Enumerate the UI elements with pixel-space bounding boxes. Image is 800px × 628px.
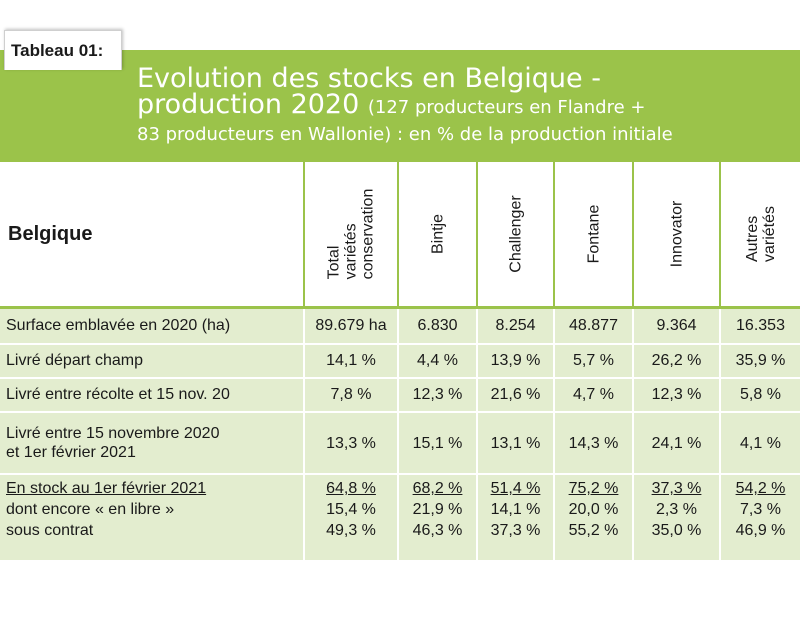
cell: 54,2 % 7,3 % 46,9 % bbox=[720, 474, 800, 562]
header-corner: Belgique bbox=[0, 162, 305, 309]
cell: 37,3 % 2,3 % 35,0 % bbox=[633, 474, 721, 562]
cell: 14,1 % bbox=[304, 344, 399, 379]
cell: 12,3 % bbox=[398, 378, 478, 413]
cell-line: 75,2 % bbox=[568, 480, 619, 497]
header-label: Bintje bbox=[429, 213, 446, 255]
row-label-line: En stock au 1er février 2021 bbox=[6, 480, 207, 497]
row-label: Livré entre 15 novembre 2020 et 1er févr… bbox=[0, 412, 305, 475]
header-challenger: Challenger bbox=[477, 162, 555, 309]
cell: 13,3 % bbox=[304, 412, 399, 475]
cell: 51,4 % 14,1 % 37,3 % bbox=[477, 474, 555, 562]
row-label-line: et 1er février 2021 bbox=[6, 444, 136, 461]
table-tag: Tableau 01: bbox=[4, 30, 122, 70]
cell-line: 37,3 % bbox=[490, 522, 541, 539]
cell: 5,8 % bbox=[720, 378, 800, 413]
cell: 15,1 % bbox=[398, 412, 478, 475]
row-label: Livré entre récolte et 15 nov. 20 bbox=[0, 378, 305, 413]
table-row: Livré entre récolte et 15 nov. 20 7,8 % … bbox=[0, 378, 800, 413]
cell: 7,8 % bbox=[304, 378, 399, 413]
cell-line: 35,0 % bbox=[651, 522, 702, 539]
header-innovator: Innovator bbox=[633, 162, 721, 309]
cell-line: 21,9 % bbox=[412, 501, 463, 518]
header-row: Belgique Total variétés conservation Bin… bbox=[0, 162, 800, 309]
header-label: Challenger bbox=[507, 195, 524, 273]
table-row: Surface emblavée en 2020 (ha) 89.679 ha … bbox=[0, 307, 800, 345]
cell-line: 46,3 % bbox=[412, 522, 463, 539]
cell: 26,2 % bbox=[633, 344, 721, 379]
table-row: Livré entre 15 novembre 2020 et 1er févr… bbox=[0, 412, 800, 475]
header-label: Fontane bbox=[585, 204, 602, 264]
header-autres: Autres variétés bbox=[720, 162, 800, 309]
stock-table: Belgique Total variétés conservation Bin… bbox=[0, 162, 800, 562]
row-label: Surface emblavée en 2020 (ha) bbox=[0, 307, 305, 345]
cell-line: 54,2 % bbox=[735, 480, 786, 497]
row-label-line: dont encore « en libre » bbox=[6, 501, 175, 518]
row-label: En stock au 1er février 2021 dont encore… bbox=[0, 474, 305, 562]
cell-line: 55,2 % bbox=[568, 522, 619, 539]
cell: 68,2 % 21,9 % 46,3 % bbox=[398, 474, 478, 562]
title-line-3: 83 producteurs en Wallonie) : en % de la… bbox=[137, 124, 673, 145]
cell: 13,1 % bbox=[477, 412, 555, 475]
table-row: En stock au 1er février 2021 dont encore… bbox=[0, 474, 800, 562]
cell: 4,1 % bbox=[720, 412, 800, 475]
cell: 4,4 % bbox=[398, 344, 478, 379]
title-line-2-sub: (127 producteurs en Flandre + bbox=[367, 97, 646, 118]
cell: 35,9 % bbox=[720, 344, 800, 379]
header-total: Total variétés conservation bbox=[304, 162, 399, 309]
cell-line: 37,3 % bbox=[651, 480, 702, 497]
cell: 14,3 % bbox=[554, 412, 634, 475]
cell: 13,9 % bbox=[477, 344, 555, 379]
header-bintje: Bintje bbox=[398, 162, 478, 309]
cell: 8.254 bbox=[477, 307, 555, 345]
row-label-line: Livré entre 15 novembre 2020 bbox=[6, 425, 220, 442]
cell: 24,1 % bbox=[633, 412, 721, 475]
header-label: Innovator bbox=[668, 200, 685, 268]
title-line-2: production 2020 (127 producteurs en Flan… bbox=[137, 90, 646, 123]
cell-line: 46,9 % bbox=[735, 522, 786, 539]
cell-line: 49,3 % bbox=[326, 522, 376, 539]
cell: 64,8 % 15,4 % 49,3 % bbox=[304, 474, 399, 562]
cell-line: 68,2 % bbox=[412, 480, 463, 497]
header-fontane: Fontane bbox=[554, 162, 634, 309]
header-label: Total variétés conservation bbox=[325, 188, 377, 280]
cell-line: 15,4 % bbox=[326, 501, 376, 518]
cell: 9.364 bbox=[633, 307, 721, 345]
cell-line: 7,3 % bbox=[740, 501, 781, 518]
table-row: Livré départ champ 14,1 % 4,4 % 13,9 % 5… bbox=[0, 344, 800, 379]
cell: 12,3 % bbox=[633, 378, 721, 413]
row-label-line: sous contrat bbox=[6, 522, 94, 539]
cell-line: 14,1 % bbox=[490, 501, 541, 518]
cell-line: 20,0 % bbox=[568, 501, 619, 518]
cell: 21,6 % bbox=[477, 378, 555, 413]
title-banner: Evolution des stocks en Belgique - produ… bbox=[0, 50, 800, 162]
cell: 5,7 % bbox=[554, 344, 634, 379]
title-line-1: Evolution des stocks en Belgique - bbox=[137, 63, 601, 94]
cell: 48.877 bbox=[554, 307, 634, 345]
title-line-2-main: production 2020 bbox=[137, 89, 360, 120]
header-label: Autres variétés bbox=[743, 205, 778, 263]
row-label: Livré départ champ bbox=[0, 344, 305, 379]
cell-line: 51,4 % bbox=[490, 480, 541, 497]
cell-line: 64,8 % bbox=[326, 480, 376, 497]
cell-line: 2,3 % bbox=[656, 501, 697, 518]
cell: 6.830 bbox=[398, 307, 478, 345]
cell: 4,7 % bbox=[554, 378, 634, 413]
cell: 75,2 % 20,0 % 55,2 % bbox=[554, 474, 634, 562]
cell: 16.353 bbox=[720, 307, 800, 345]
cell: 89.679 ha bbox=[304, 307, 399, 345]
